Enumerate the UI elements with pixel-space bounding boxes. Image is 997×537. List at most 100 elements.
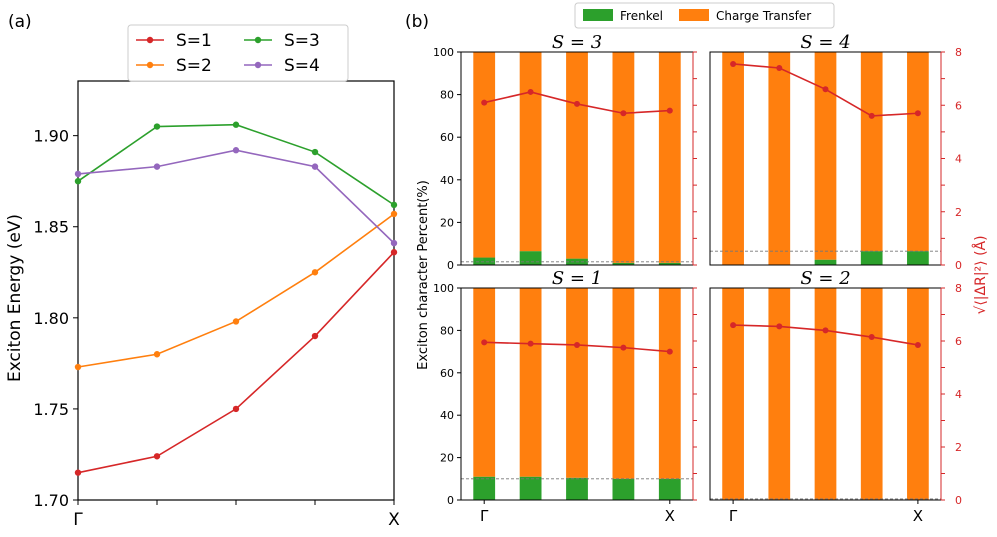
panel-a-y-axis-label: Exciton Energy (eV) bbox=[5, 214, 25, 382]
series-point-S=2 bbox=[74, 363, 82, 371]
legend-label-S=1: S=1 bbox=[176, 31, 212, 51]
frenkel-bar bbox=[612, 478, 635, 500]
legend-swatch-0 bbox=[583, 9, 613, 21]
distance-point bbox=[620, 110, 627, 117]
y-tick-label: 100 bbox=[433, 282, 454, 295]
series-point-S=3 bbox=[74, 177, 82, 185]
series-point-S=2 bbox=[232, 318, 240, 325]
panel-a-y-tick-label: 1.75 bbox=[33, 400, 69, 419]
series-point-S=2 bbox=[153, 351, 161, 358]
distance-point bbox=[481, 99, 488, 106]
distance-point bbox=[527, 88, 534, 95]
panel-a-legend: S=1 S=3 S=2 S=4 bbox=[127, 24, 349, 82]
series-line-S=4 bbox=[77, 149, 395, 244]
y2-tick-label: 2 bbox=[955, 441, 962, 454]
series-point-S=3 bbox=[153, 123, 161, 130]
series-point-S=2 bbox=[390, 210, 398, 218]
charge-transfer-bar bbox=[473, 288, 496, 477]
frenkel-bar bbox=[612, 262, 635, 265]
series-point-S=3 bbox=[311, 148, 319, 156]
legend-label-0: Frenkel bbox=[620, 9, 663, 23]
distance-point bbox=[666, 348, 673, 355]
subplot-1: S = 3 0 20 40 60 80 100 bbox=[433, 32, 697, 272]
y-tick-label: 40 bbox=[440, 174, 454, 187]
frenkel-bar bbox=[907, 251, 929, 265]
y-tick-label: 20 bbox=[440, 452, 454, 465]
panel-a-x-tick-label: X bbox=[388, 510, 400, 530]
y-tick-label: 80 bbox=[440, 324, 454, 337]
frenkel-bar bbox=[519, 251, 542, 265]
frenkel-bar bbox=[814, 259, 837, 265]
distance-point bbox=[481, 339, 488, 346]
series-line-S=2 bbox=[77, 213, 395, 368]
series-point-S=1 bbox=[153, 453, 161, 460]
charge-transfer-bar bbox=[907, 288, 929, 500]
series-point-S=4 bbox=[311, 163, 319, 170]
series-point-S=4 bbox=[232, 147, 240, 154]
distance-point bbox=[914, 341, 921, 348]
charge-transfer-bar bbox=[768, 288, 791, 500]
series-point-S=2 bbox=[311, 269, 319, 276]
distance-point bbox=[776, 323, 783, 330]
subplot-title: S = 2 bbox=[800, 268, 850, 289]
series-point-S=3 bbox=[232, 121, 240, 128]
series-point-S=4 bbox=[74, 170, 82, 178]
distance-point bbox=[574, 100, 580, 107]
y-tick-label: 20 bbox=[440, 216, 454, 229]
y2-tick-label: 8 bbox=[955, 282, 962, 295]
charge-transfer-bar bbox=[814, 52, 837, 260]
charge-transfer-bar bbox=[658, 52, 681, 263]
subplot-title: S = 4 bbox=[800, 32, 850, 53]
panel-a-label: (a) bbox=[8, 12, 32, 32]
frenkel-bar bbox=[519, 476, 542, 500]
y2-tick-label: 0 bbox=[955, 494, 962, 507]
charge-transfer-bar bbox=[612, 288, 635, 479]
legend-marker-S=3 bbox=[254, 36, 262, 44]
y-tick-label: 80 bbox=[440, 89, 454, 102]
panel-b-y-axis-label: Exciton character Percent(%) bbox=[416, 180, 431, 370]
series-point-S=4 bbox=[390, 239, 398, 247]
y2-tick-label: 4 bbox=[955, 388, 962, 401]
panel-b-y2-axis-label: √⟨|ΔR|²⟩ (Å) bbox=[972, 235, 989, 314]
series-point-S=1 bbox=[74, 469, 82, 476]
charge-transfer-bar bbox=[519, 52, 542, 252]
panel-b-label: (b) bbox=[405, 12, 429, 32]
charge-transfer-bar bbox=[519, 288, 542, 477]
charge-transfer-bar bbox=[566, 288, 588, 478]
charge-transfer-bar bbox=[612, 52, 635, 263]
charge-transfer-bar bbox=[722, 52, 744, 265]
y2-tick-label: 2 bbox=[955, 206, 962, 219]
legend-label-S=4: S=4 bbox=[284, 56, 320, 76]
charge-transfer-bar bbox=[860, 288, 883, 500]
distance-point bbox=[868, 112, 875, 119]
legend-swatch-1 bbox=[679, 9, 709, 21]
panel-b-legend: Frenkel Charge Transfer bbox=[574, 2, 835, 29]
series-line-S=3 bbox=[77, 123, 395, 206]
distance-point bbox=[776, 64, 783, 71]
y-tick-label: 100 bbox=[433, 46, 454, 59]
y-tick-label: 40 bbox=[440, 409, 454, 422]
subplot-4: S = 2 0 2 4 6 8 Γ X bbox=[709, 268, 962, 525]
series-line-S=1 bbox=[77, 251, 395, 474]
distance-point bbox=[868, 334, 875, 341]
series-point-S=1 bbox=[311, 332, 319, 340]
charge-transfer-bar bbox=[658, 288, 681, 479]
subplot-title: S = 3 bbox=[552, 32, 602, 53]
x-tick-label: Γ bbox=[729, 507, 738, 525]
y-tick-label: 60 bbox=[440, 367, 454, 380]
frenkel-bar bbox=[658, 478, 681, 500]
distance-point bbox=[730, 60, 737, 67]
legend-marker-S=1 bbox=[146, 36, 154, 44]
panel-a-y-tick-label: 1.80 bbox=[33, 309, 69, 328]
series-point-S=1 bbox=[232, 405, 240, 413]
frenkel-bar bbox=[566, 477, 588, 500]
frenkel-bar bbox=[473, 257, 496, 265]
y-tick-label: 0 bbox=[447, 259, 454, 272]
series-point-S=3 bbox=[390, 201, 398, 209]
y2-tick-label: 4 bbox=[955, 153, 962, 166]
distance-point bbox=[822, 86, 829, 93]
distance-point bbox=[822, 327, 829, 334]
panel-a-legend-box bbox=[127, 24, 349, 82]
